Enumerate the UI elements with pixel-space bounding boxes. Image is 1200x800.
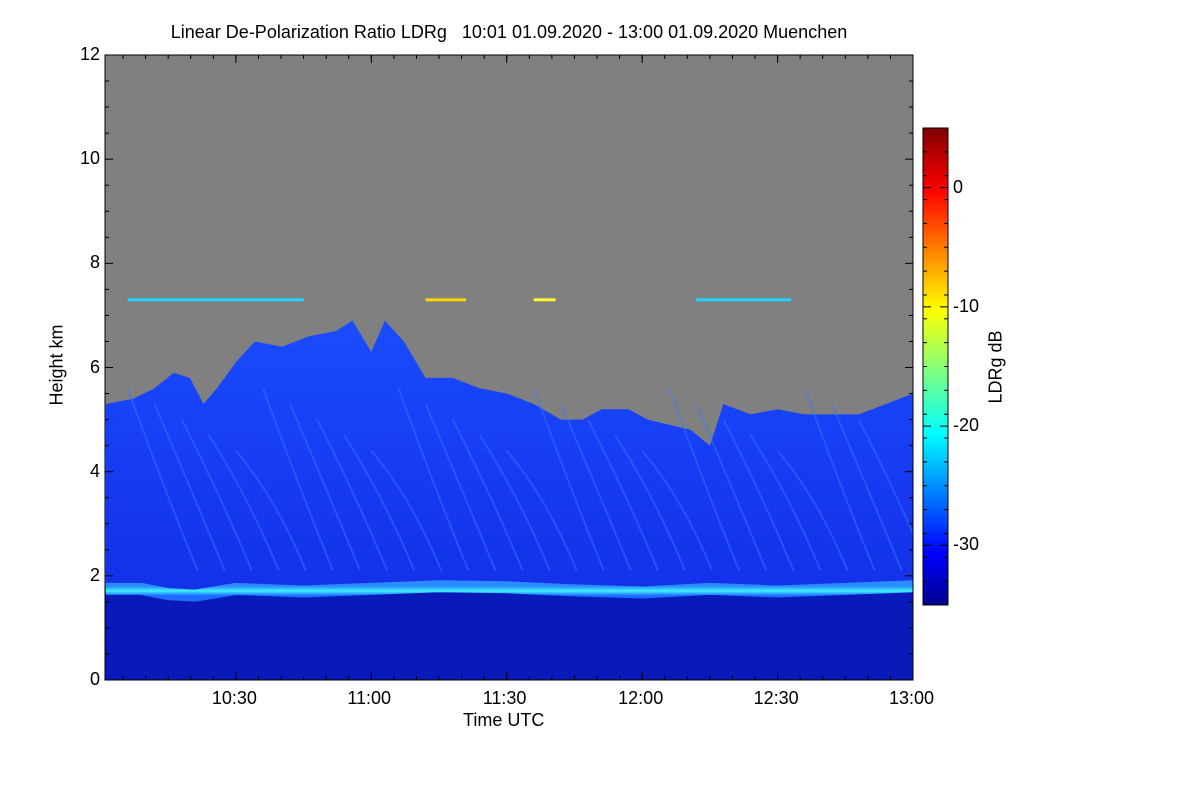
colorbar-ticks <box>923 127 948 606</box>
thin-layer-segment <box>425 298 467 302</box>
thin-layer-segment <box>127 298 304 302</box>
x-tick-label: 11:00 <box>347 688 392 708</box>
y-tick-label: 12 <box>79 44 100 64</box>
melting-layer <box>105 580 913 602</box>
colorbar <box>922 127 949 606</box>
fall-streaks <box>126 387 913 571</box>
thin-layer-segment <box>696 298 792 302</box>
y-axis-label: Height km <box>46 324 67 406</box>
colorbar-tick-label: -20 <box>953 415 980 436</box>
y-tick-label: 10 <box>79 148 100 169</box>
colorbar-tick-label: -10 <box>953 295 980 316</box>
thin-layer-segment <box>533 298 556 302</box>
x-tick-label: 13:00 <box>889 688 935 708</box>
x-axis-ticks <box>122 55 914 680</box>
heatmap-area <box>105 55 913 680</box>
x-tick-label: 12:00 <box>618 688 664 708</box>
x-axis-label: Time UTC <box>463 710 545 730</box>
y-tick-label: 6 <box>89 356 100 377</box>
thin-layer-segments <box>127 298 792 302</box>
y-tick-label: 0 <box>89 669 100 689</box>
rain-region <box>105 592 913 680</box>
y-axis-ticks <box>105 54 913 681</box>
y-tick-label: 2 <box>89 564 100 585</box>
x-tick-label: 11:30 <box>482 688 527 708</box>
colorbar-tick-label: 0 <box>953 176 964 197</box>
y-tick-label: 4 <box>89 460 100 481</box>
colorbar-tick-label: -30 <box>953 534 980 555</box>
y-tick-label: 8 <box>89 252 100 273</box>
x-tick-label: 10:30 <box>211 688 257 708</box>
colorbar-label: LDRg dB <box>985 330 1006 404</box>
chart-title: Linear De-Polarization Ratio LDRg 10:01 … <box>170 22 848 42</box>
x-tick-label: 12:30 <box>753 688 799 708</box>
